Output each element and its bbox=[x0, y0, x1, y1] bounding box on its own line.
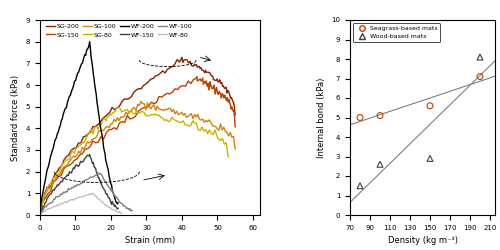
WF-100 bbox=[50, 198, 56, 201]
Point bbox=[476, 74, 484, 78]
SG-200 bbox=[232, 113, 238, 116]
WF-80 bbox=[47, 207, 53, 210]
SG-200 bbox=[212, 79, 218, 82]
SG-100 bbox=[100, 129, 105, 132]
WF-200 bbox=[37, 214, 43, 216]
WF-100 bbox=[130, 209, 136, 212]
SG-150 bbox=[222, 94, 228, 97]
WF-200 bbox=[55, 131, 61, 134]
WF-80 bbox=[86, 192, 92, 196]
Legend: SG-200, SG-150, SG-100, SG-80, WF-200, WF-150, WF-100, WF-80: SG-200, SG-150, SG-100, SG-80, WF-200, W… bbox=[43, 21, 195, 40]
SG-80 bbox=[136, 112, 141, 115]
SG-100 bbox=[37, 211, 43, 214]
Line: WF-100: WF-100 bbox=[40, 173, 132, 215]
SG-100 bbox=[196, 118, 202, 120]
SG-150 bbox=[194, 75, 200, 78]
SG-200 bbox=[204, 71, 210, 74]
SG-150 bbox=[218, 92, 224, 95]
Point bbox=[476, 55, 484, 59]
WF-150 bbox=[37, 214, 43, 216]
Line: WF-150: WF-150 bbox=[40, 154, 118, 215]
Line: SG-100: SG-100 bbox=[40, 101, 235, 212]
Point bbox=[376, 114, 384, 117]
WF-150 bbox=[86, 153, 92, 156]
WF-150 bbox=[108, 203, 114, 206]
SG-200 bbox=[189, 64, 195, 67]
WF-150 bbox=[72, 167, 78, 170]
Point bbox=[356, 116, 364, 119]
Line: SG-80: SG-80 bbox=[40, 107, 228, 215]
SG-150 bbox=[212, 89, 218, 92]
WF-150 bbox=[48, 192, 54, 195]
SG-100 bbox=[78, 152, 84, 155]
SG-200 bbox=[37, 213, 43, 216]
SG-200 bbox=[126, 97, 132, 100]
WF-80 bbox=[118, 212, 124, 215]
WF-200 bbox=[115, 202, 121, 204]
WF-150 bbox=[82, 156, 88, 159]
WF-200 bbox=[108, 183, 114, 186]
SG-80 bbox=[195, 128, 201, 131]
Y-axis label: Standard force (kPa): Standard force (kPa) bbox=[11, 74, 20, 160]
X-axis label: Density (kg m⁻³): Density (kg m⁻³) bbox=[388, 236, 458, 245]
SG-80 bbox=[184, 123, 190, 126]
WF-80 bbox=[74, 197, 80, 200]
WF-100 bbox=[95, 171, 101, 174]
X-axis label: Strain (mm): Strain (mm) bbox=[125, 236, 175, 245]
Line: SG-200: SG-200 bbox=[40, 57, 235, 214]
WF-80 bbox=[37, 214, 43, 216]
Legend: Seagrass-based mats, Wood-based mats: Seagrass-based mats, Wood-based mats bbox=[353, 23, 440, 42]
Point bbox=[376, 162, 384, 166]
WF-100 bbox=[92, 174, 98, 177]
WF-200 bbox=[82, 54, 88, 57]
Point bbox=[426, 104, 434, 108]
SG-150 bbox=[100, 138, 106, 140]
WF-100 bbox=[59, 193, 65, 196]
SG-100 bbox=[206, 118, 212, 122]
SG-150 bbox=[200, 83, 206, 86]
WF-150 bbox=[55, 184, 61, 187]
Y-axis label: Internal bond (kPa): Internal bond (kPa) bbox=[316, 77, 326, 158]
SG-80 bbox=[225, 155, 231, 158]
SG-100 bbox=[232, 148, 238, 150]
WF-150 bbox=[115, 207, 121, 210]
SG-150 bbox=[135, 110, 141, 113]
Line: WF-80: WF-80 bbox=[40, 194, 121, 215]
WF-200 bbox=[48, 153, 54, 156]
WF-80 bbox=[56, 203, 62, 206]
SG-80 bbox=[37, 214, 43, 216]
SG-80 bbox=[86, 132, 92, 136]
Point bbox=[356, 184, 364, 188]
WF-100 bbox=[79, 182, 85, 185]
SG-100 bbox=[154, 104, 160, 108]
Line: SG-150: SG-150 bbox=[40, 76, 235, 214]
SG-200 bbox=[218, 82, 224, 85]
WF-200 bbox=[72, 80, 78, 83]
SG-100 bbox=[182, 112, 188, 115]
WF-150 bbox=[46, 194, 52, 197]
WF-100 bbox=[122, 204, 128, 208]
WF-200 bbox=[86, 40, 92, 43]
SG-200 bbox=[94, 123, 100, 126]
WF-80 bbox=[49, 206, 55, 209]
SG-200 bbox=[179, 56, 185, 59]
WF-100 bbox=[37, 214, 43, 216]
WF-100 bbox=[48, 201, 54, 204]
WF-80 bbox=[112, 210, 118, 212]
WF-80 bbox=[89, 192, 95, 195]
SG-150 bbox=[232, 125, 238, 128]
SG-80 bbox=[168, 119, 173, 122]
Point bbox=[426, 156, 434, 160]
SG-150 bbox=[37, 213, 43, 216]
SG-80 bbox=[69, 149, 75, 152]
SG-80 bbox=[115, 106, 121, 109]
WF-200 bbox=[46, 162, 52, 165]
Line: WF-200: WF-200 bbox=[40, 42, 118, 215]
SG-100 bbox=[138, 100, 144, 103]
